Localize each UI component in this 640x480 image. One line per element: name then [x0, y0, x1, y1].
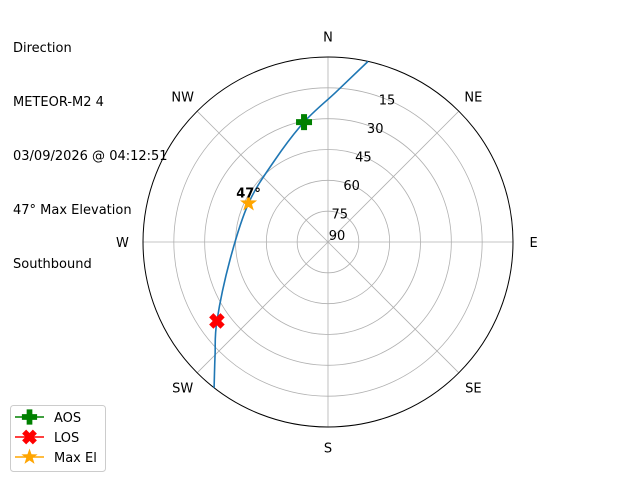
angular-label-n: N	[323, 30, 333, 45]
angular-label-se: SE	[465, 381, 481, 396]
max-elevation-annotation: 47°	[236, 186, 261, 201]
grid-spoke	[327, 110, 460, 243]
title-line-datetime: 03/09/2026 @ 04:12:51	[13, 149, 168, 164]
outer-frame	[142, 56, 514, 428]
max-el-marker	[239, 194, 258, 211]
grid-spoke	[196, 241, 329, 374]
title-line-direction: Southbound	[13, 257, 92, 272]
legend-max-el-icon	[21, 448, 38, 464]
legend-label-los: LOS	[54, 431, 79, 446]
title-line-satellite: METEOR-M2 4	[13, 95, 104, 110]
legend-label-aos: AOS	[54, 411, 81, 426]
title-line-max-elevation: 47° Max Elevation	[13, 203, 132, 218]
angular-label-sw: SW	[172, 381, 193, 396]
radial-tick-label: 60	[343, 179, 360, 194]
grid-spoke	[327, 241, 460, 374]
legend: AOS LOS Max El	[10, 405, 106, 472]
angular-label-ne: NE	[464, 91, 482, 106]
radial-tick-label: 75	[332, 208, 349, 223]
legend-aos-icon	[21, 409, 38, 425]
radial-tick-label: 15	[379, 94, 396, 109]
radial-tick-label: 45	[355, 151, 372, 166]
legend-label-max-el: Max El	[54, 451, 97, 466]
aos-marker	[296, 114, 313, 131]
legend-los-icon-shape	[22, 429, 37, 445]
radial-tick-label: 90	[329, 229, 346, 244]
title-line-1: Direction	[13, 41, 72, 56]
legend-los-icon	[22, 429, 37, 445]
los-marker-shape	[209, 313, 225, 329]
angular-label-nw: NW	[171, 91, 194, 106]
grid-spoke	[196, 110, 329, 243]
chart-title: Direction METEOR-M2 4 03/09/2026 @ 04:12…	[13, 4, 168, 292]
radial-tick-label: 30	[367, 122, 384, 137]
angular-label-e: E	[529, 236, 537, 251]
angular-label-s: S	[324, 442, 332, 457]
angular-label-w: W	[116, 236, 129, 251]
los-marker	[209, 313, 225, 329]
